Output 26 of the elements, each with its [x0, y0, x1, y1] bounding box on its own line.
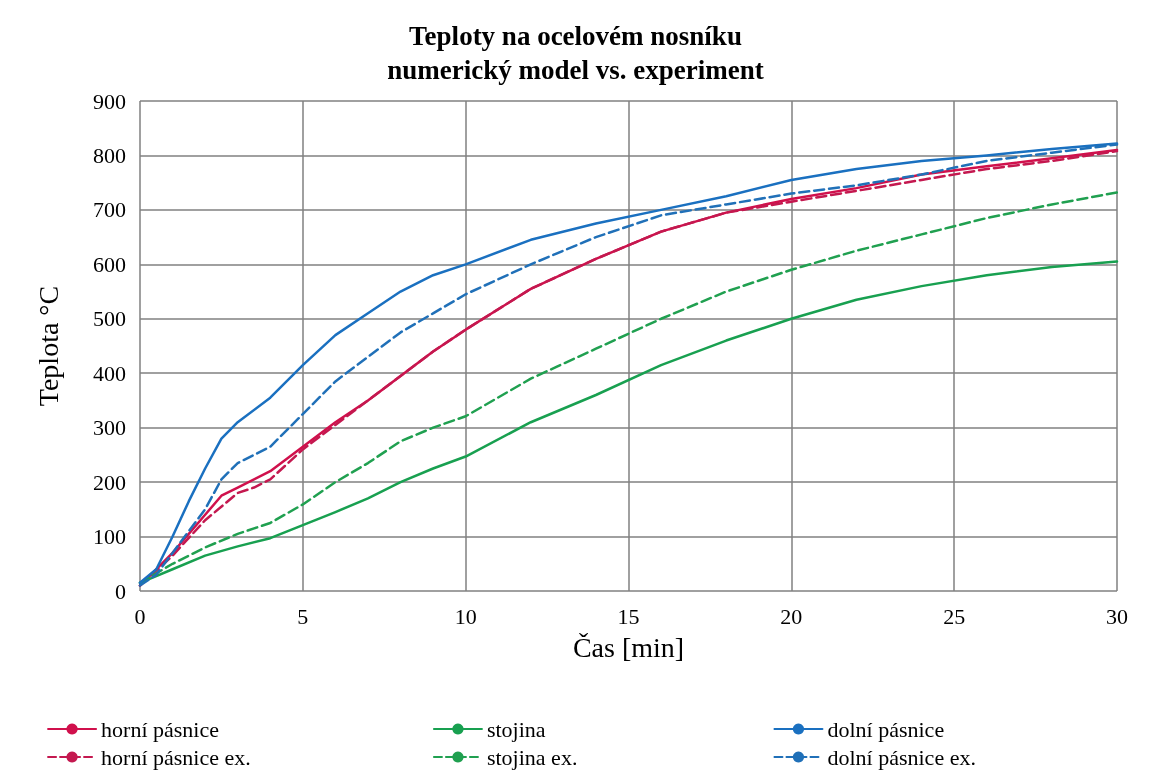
- legend-label: stojina: [486, 716, 546, 742]
- x-tick-label: 10: [454, 603, 477, 629]
- y-tick-label: 900: [93, 88, 126, 114]
- x-tick-label: 0: [134, 603, 146, 629]
- legend-label: dolní pásnice ex.: [827, 744, 976, 770]
- y-axis-title: Teplota °C: [32, 285, 64, 407]
- x-tick-label: 30: [1106, 603, 1128, 629]
- y-tick-label: 800: [93, 142, 126, 168]
- y-tick-label: 500: [93, 306, 126, 332]
- y-tick-label: 300: [93, 415, 126, 441]
- legend-label: horní pásnice: [101, 716, 219, 742]
- y-tick-label: 400: [93, 360, 126, 386]
- legend-label: stojina ex.: [486, 744, 578, 770]
- x-axis-title: Čas [min]: [572, 631, 685, 663]
- x-tick-label: 25: [943, 603, 966, 629]
- y-tick-label: 700: [93, 197, 126, 223]
- y-tick-label: 600: [93, 251, 126, 277]
- y-tick-label: 200: [93, 469, 126, 495]
- chart-title: Teploty na ocelovém nosníku numerický model vs. experiment: [387, 21, 764, 85]
- y-tick-label: 0: [115, 578, 126, 604]
- x-tick-label: 15: [617, 603, 640, 629]
- x-tick-label: 5: [297, 603, 309, 629]
- x-tick-label: 20: [780, 603, 803, 629]
- legend-label: dolní pásnice: [827, 716, 945, 742]
- legend-label: horní pásnice ex.: [101, 744, 251, 770]
- y-tick-label: 100: [93, 524, 126, 550]
